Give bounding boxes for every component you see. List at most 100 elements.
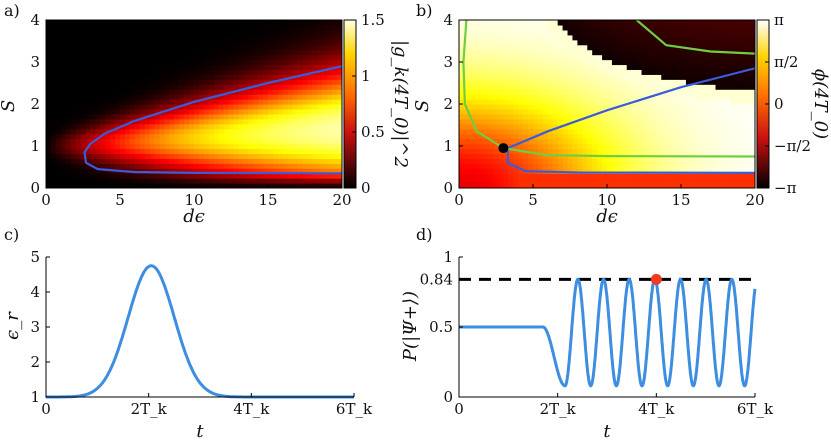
heatmap-cell <box>115 84 121 90</box>
heatmap-cell <box>587 20 593 26</box>
heatmap-cell <box>327 29 333 36</box>
heatmap-cell <box>194 168 200 174</box>
heatmap-cell <box>322 118 328 125</box>
heatmap-cell <box>124 153 131 159</box>
heatmap-cell <box>547 133 554 140</box>
heatmap-cell <box>592 178 598 184</box>
heatmap-cell <box>463 74 470 80</box>
heatmap-cell <box>179 113 185 120</box>
heatmap-cell <box>611 168 618 174</box>
heatmap-cell <box>149 24 156 31</box>
heatmap-cell <box>80 54 87 61</box>
heatmap-cell <box>602 143 608 150</box>
heatmap-cell <box>110 69 116 75</box>
heatmap-cell <box>174 183 180 188</box>
heatmap-cell <box>577 39 583 46</box>
heatmap-cell <box>258 118 264 125</box>
heatmap-cell <box>690 143 697 150</box>
heatmap-cell <box>557 113 564 120</box>
heatmap-cell <box>90 64 96 71</box>
x-tick-label: 5 <box>115 191 125 209</box>
heatmap-cell <box>134 94 141 100</box>
heatmap-cell <box>661 24 667 31</box>
heatmap-cell <box>602 168 608 174</box>
heatmap-cell <box>577 44 583 51</box>
heatmap-cell <box>695 94 702 100</box>
heatmap-cell <box>513 54 519 61</box>
heatmap-cell <box>671 49 677 56</box>
heatmap-cell <box>139 153 146 159</box>
heatmap-cell <box>248 118 254 125</box>
heatmap-cell <box>65 44 72 51</box>
heatmap-cell <box>312 59 318 66</box>
heatmap-cell <box>750 64 755 71</box>
heatmap-cell <box>233 133 239 140</box>
heatmap-cell <box>60 74 67 80</box>
heatmap-cell <box>238 84 244 90</box>
heatmap-cell <box>463 34 470 41</box>
heatmap-cell <box>700 133 707 140</box>
heatmap-cell <box>238 158 244 164</box>
heatmap-cell <box>169 39 175 46</box>
heatmap-cell <box>189 178 195 184</box>
heatmap-cell <box>518 84 524 90</box>
heatmap-cell <box>90 94 96 100</box>
heatmap-cell <box>459 163 465 169</box>
heatmap-cell <box>582 123 588 130</box>
heatmap-cell <box>715 113 722 120</box>
heatmap-cell <box>695 44 702 51</box>
heatmap-cell <box>115 113 121 120</box>
heatmap-cell <box>75 39 82 46</box>
heatmap-cell <box>735 74 741 80</box>
heatmap-cell <box>661 108 667 115</box>
heatmap-cell <box>198 133 205 140</box>
heatmap-cell <box>552 29 559 36</box>
heatmap-cell <box>144 173 151 179</box>
heatmap-cell <box>523 158 529 164</box>
heatmap-cell <box>297 34 304 41</box>
heatmap-cell <box>488 20 495 26</box>
heatmap-cell <box>189 84 195 90</box>
heatmap-cell <box>641 59 648 66</box>
heatmap-cell <box>218 20 225 26</box>
heatmap-cell <box>488 178 495 184</box>
heatmap-cell <box>631 64 638 71</box>
heatmap-cell <box>248 54 254 61</box>
heatmap-cell <box>46 39 52 46</box>
heatmap-cell <box>700 104 707 110</box>
heatmap-cell <box>55 54 62 61</box>
heatmap-cell <box>95 168 101 174</box>
heatmap-cell <box>174 108 180 115</box>
heatmap-cell <box>597 84 603 90</box>
heatmap-cell <box>636 64 643 71</box>
heatmap-cell <box>685 59 692 66</box>
heatmap-cell <box>488 183 495 188</box>
heatmap-cell <box>194 64 200 71</box>
heatmap-cell <box>50 79 57 85</box>
heatmap-cell <box>700 118 707 125</box>
heatmap-cell <box>46 113 52 120</box>
heatmap-cell <box>552 49 559 56</box>
heatmap-cell <box>297 89 304 95</box>
heatmap-cell <box>272 178 279 184</box>
heatmap-cell <box>228 138 235 145</box>
heatmap-cell <box>745 24 751 31</box>
heatmap-cell <box>55 59 62 66</box>
heatmap-cell <box>292 64 299 71</box>
heatmap-cell <box>120 54 126 61</box>
heatmap-cell <box>720 138 726 145</box>
heatmap-cell <box>616 89 623 95</box>
heatmap-cell <box>70 24 77 31</box>
heatmap-cell <box>459 153 465 159</box>
heatmap-cell <box>552 39 559 46</box>
heatmap-cell <box>473 29 480 36</box>
heatmap-cell <box>189 24 195 31</box>
heatmap-cell <box>139 148 146 155</box>
heatmap-cell <box>189 104 195 110</box>
heatmap-cell <box>134 29 141 36</box>
heatmap-cell <box>671 44 677 51</box>
heatmap-cell <box>715 89 722 95</box>
heatmap-cell <box>592 44 598 51</box>
heatmap-cell <box>483 74 490 80</box>
